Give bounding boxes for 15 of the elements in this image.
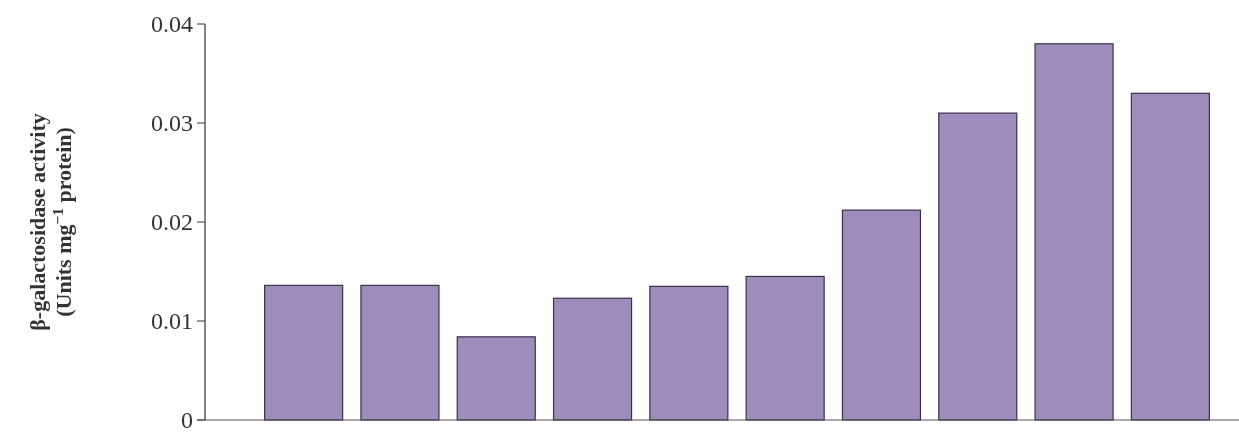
bar <box>456 336 536 421</box>
bar <box>1130 92 1210 421</box>
bar <box>938 112 1018 421</box>
y-tick-label: 0.03 <box>151 110 193 137</box>
y-tick-label: 0.01 <box>151 308 193 335</box>
bar <box>841 209 922 421</box>
y-tick-label: 0.02 <box>151 209 193 236</box>
y-tick-label: 0 <box>181 407 193 434</box>
bar <box>360 284 440 421</box>
y-tick-label: 0.04 <box>151 11 193 38</box>
bar <box>264 284 344 421</box>
bar <box>745 275 825 421</box>
bar <box>1034 43 1114 421</box>
bar <box>649 285 729 421</box>
bar <box>552 297 633 421</box>
